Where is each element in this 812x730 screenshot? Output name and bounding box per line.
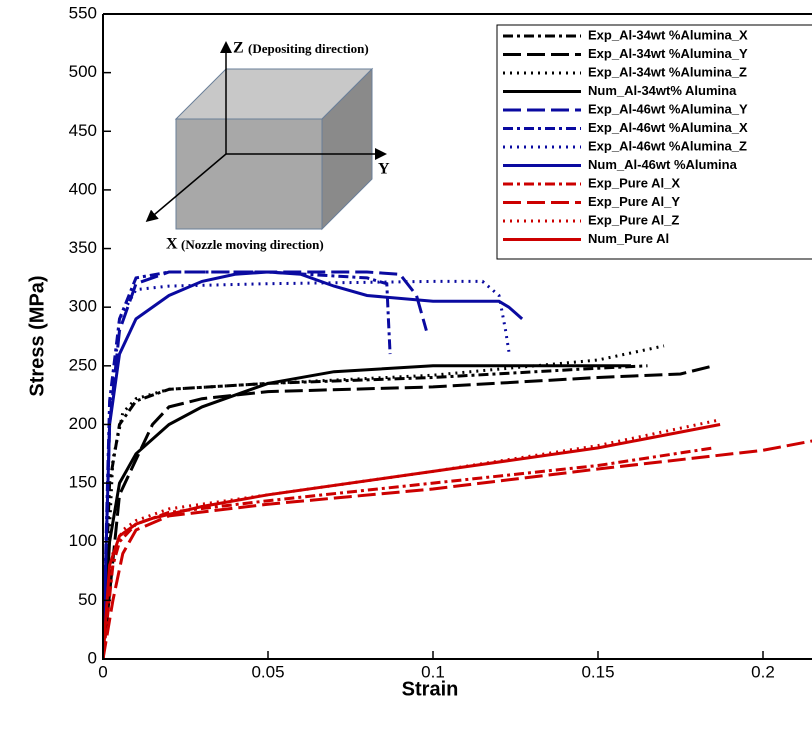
x-tick-label: 0.15 (581, 662, 614, 681)
series-line (103, 439, 812, 659)
series-line (103, 344, 665, 659)
y-tick-label: 250 (69, 355, 97, 374)
series-line (103, 364, 648, 659)
y-tick-label: 350 (69, 238, 97, 257)
legend-label: Exp_Pure Al_Y (588, 194, 680, 209)
y-tick-label: 50 (78, 590, 97, 609)
x-arrow (145, 153, 227, 222)
box-front (175, 118, 323, 230)
legend: Exp_Al-34wt %Alumina_X Exp_Al-34wt %Alumi… (496, 24, 812, 260)
legend-label: Exp_Pure Al_Z (588, 212, 679, 227)
y-tick-label: 0 (88, 648, 97, 667)
series-line (103, 270, 392, 659)
x-tick-label: 0.2 (751, 662, 775, 681)
x-note: (Nozzle moving direction) (181, 237, 324, 252)
legend-label: Num_Pure Al (588, 231, 669, 246)
y-tick-label: 450 (69, 121, 97, 140)
legend-label: Exp_Al-46wt %Alumina_Z (588, 138, 747, 153)
legend-label: Num_Al-34wt% Alumina (588, 83, 737, 98)
y-tick-label: 200 (69, 414, 97, 433)
inset-diagram: Z (Depositing direction) Y X (Nozzle mov… (145, 40, 390, 253)
series-line (103, 270, 524, 659)
y-tick-label: 500 (69, 62, 97, 81)
y-label: Y (378, 161, 390, 178)
series-line (103, 270, 428, 659)
series-line (103, 446, 714, 659)
legend-box (496, 24, 812, 260)
y-tick-label: 100 (69, 531, 97, 550)
x-tick-label: 0 (98, 662, 107, 681)
legend-label: Exp_Al-34wt %Alumina_Y (588, 46, 748, 61)
y-axis-title: Stress (MPa) (26, 275, 48, 396)
x-tick-label: 0.1 (421, 662, 445, 681)
series-line (103, 418, 721, 659)
legend-label: Exp_Al-46wt %Alumina_X (588, 120, 748, 135)
y-tick-label: 300 (69, 297, 97, 316)
plot-lines (103, 270, 812, 659)
y-tick-label: 150 (69, 473, 97, 492)
legend-label: Exp_Pure Al_X (588, 175, 680, 190)
legend-label: Exp_Al-34wt %Alumina_X (588, 27, 748, 42)
series-line (103, 423, 721, 659)
series-line (103, 364, 631, 659)
z-note: (Depositing direction) (248, 41, 369, 56)
legend-label: Num_Al-46wt %Alumina (588, 157, 738, 172)
x-label: X (166, 236, 178, 253)
x-tick-label: 0.05 (251, 662, 284, 681)
z-label: Z (233, 40, 244, 57)
legend-label: Exp_Al-34wt %Alumina_Z (588, 64, 747, 79)
series-line (103, 364, 714, 659)
y-tick-label: 400 (69, 179, 97, 198)
legend-label: Exp_Al-46wt %Alumina_Y (588, 101, 748, 116)
x-axis-title: Strain (402, 678, 459, 700)
y-tick-label: 550 (69, 3, 97, 22)
